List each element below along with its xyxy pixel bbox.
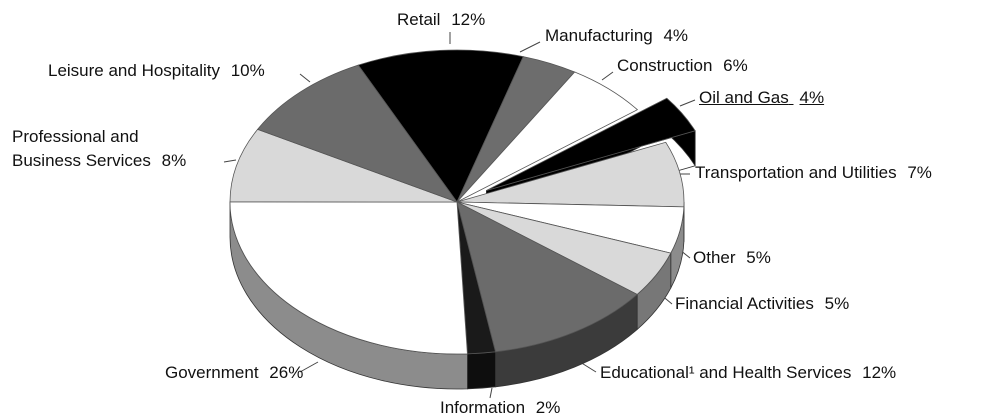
category-name: Professional and Business Services bbox=[12, 127, 151, 170]
slice-label: Educational¹ and Health Services 12% bbox=[600, 361, 896, 385]
pie-slice bbox=[456, 201, 638, 353]
slice-label: Leisure and Hospitality 10% bbox=[48, 59, 265, 83]
pie-slice bbox=[486, 97, 696, 191]
slice-label[interactable]: Oil and Gas 4% bbox=[699, 86, 824, 110]
value-label: 2% bbox=[535, 398, 561, 417]
category-name: Transportation and Utilities bbox=[695, 163, 897, 182]
leader-line bbox=[489, 387, 493, 399]
slice-label: Transportation and Utilities 7% bbox=[695, 161, 932, 185]
value-label: 12% bbox=[862, 363, 897, 382]
value-label: 4% bbox=[663, 26, 689, 45]
value-label: 12% bbox=[451, 10, 486, 29]
category-name: Leisure and Hospitality bbox=[48, 61, 220, 80]
category-name: Information bbox=[440, 398, 526, 417]
slice-label: Government 26% bbox=[165, 361, 303, 385]
pie-slice bbox=[357, 49, 524, 203]
slice-label: Information 2% bbox=[440, 396, 560, 419]
category-name: Educational¹ and Health Services bbox=[600, 363, 852, 382]
value-label: 26% bbox=[269, 363, 304, 382]
value-label: 5% bbox=[746, 248, 771, 267]
leader-line bbox=[299, 361, 319, 373]
category-name: Government bbox=[165, 363, 259, 382]
value-label: 10% bbox=[230, 61, 265, 80]
slice-label: Construction 6% bbox=[617, 54, 748, 78]
slice-label: Other 5% bbox=[693, 246, 771, 270]
leader-line bbox=[299, 73, 311, 83]
value-label: 4% bbox=[799, 88, 825, 107]
slice-label: Retail 12% bbox=[397, 8, 485, 32]
value-label: 5% bbox=[824, 294, 850, 313]
slice-tops bbox=[229, 49, 696, 355]
pie-slice bbox=[229, 201, 468, 355]
value-label: 7% bbox=[907, 163, 932, 182]
value-label: 6% bbox=[723, 56, 748, 75]
pie-slice bbox=[229, 128, 458, 203]
slice-label: Financial Activities 5% bbox=[675, 292, 849, 316]
category-name: Construction bbox=[617, 56, 713, 75]
leader-line bbox=[601, 71, 614, 81]
category-name: Manufacturing bbox=[545, 26, 653, 45]
side-wall bbox=[467, 351, 496, 390]
value-label: 8% bbox=[161, 151, 187, 170]
leader-line bbox=[519, 41, 541, 53]
leader-lines bbox=[223, 32, 696, 399]
category-name: Other bbox=[693, 248, 736, 267]
leader-line bbox=[223, 159, 237, 163]
category-name: Oil and Gas bbox=[699, 88, 789, 107]
slice-label: Professional and Business Services 8% bbox=[12, 125, 187, 173]
leader-line bbox=[679, 99, 696, 107]
category-name: Retail bbox=[397, 10, 441, 29]
pie-slice bbox=[256, 64, 459, 203]
pie-slice bbox=[456, 71, 639, 203]
slice-label: Manufacturing 4% bbox=[545, 24, 688, 48]
category-name: Financial Activities bbox=[675, 294, 814, 313]
